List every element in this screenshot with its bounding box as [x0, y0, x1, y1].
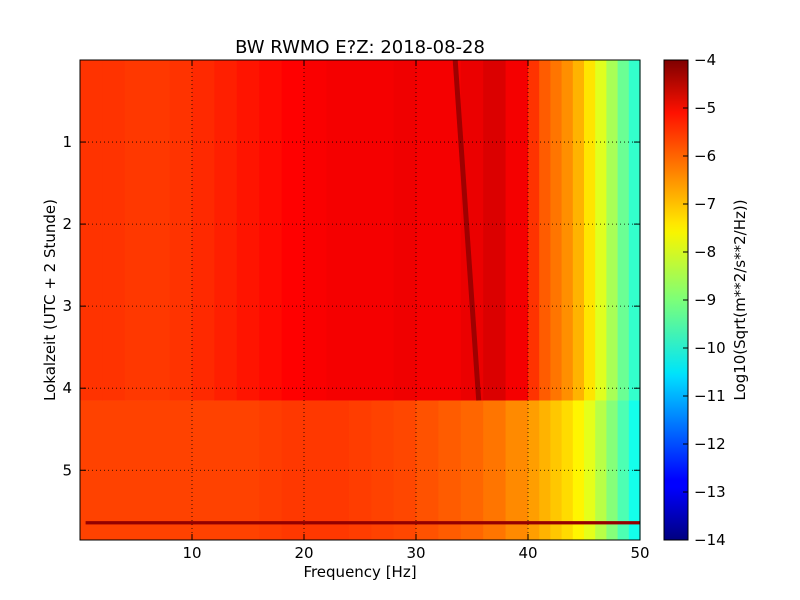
heatmap-cell	[505, 400, 529, 540]
heatmap-cell	[606, 60, 619, 401]
heatmap-cell	[214, 400, 238, 540]
heatmap-cell	[393, 60, 417, 401]
colorbar-tick-label: −12	[694, 435, 726, 453]
x-tick-label: 50	[630, 544, 649, 562]
heatmap-cell	[304, 400, 327, 540]
heatmap-cell	[550, 60, 563, 401]
heatmap-cell	[169, 400, 193, 540]
heatmap-cell	[628, 60, 641, 401]
heatmap-cell	[595, 400, 607, 540]
heatmap-cell	[572, 60, 585, 401]
heatmap-cell	[304, 60, 327, 401]
heatmap-cell	[528, 60, 540, 401]
heatmap-cell	[539, 60, 551, 401]
heatmap-cell	[539, 400, 551, 540]
heatmap-cell	[80, 60, 103, 401]
heatmap-cell	[147, 400, 171, 540]
colorbar-tick-label: −6	[694, 147, 716, 165]
heatmap-cell	[169, 60, 193, 401]
grid-lines	[80, 60, 640, 540]
heatmap-cell	[147, 60, 171, 401]
narrow-band-line	[452, 59, 482, 401]
heatmap-cell	[438, 400, 462, 540]
heatmap-cell	[572, 400, 585, 540]
colorbar-ticks: −4 −5 −6 −7 −8 −9 −10 −11 −12 −13 −14	[683, 51, 726, 549]
y-tick-label: 3	[62, 297, 72, 315]
heatmap-cell	[281, 400, 305, 540]
heatmap-cell	[371, 60, 395, 401]
plot-frame	[79, 59, 641, 541]
heatmap-cell	[617, 400, 630, 540]
heatmap-cell	[102, 400, 126, 540]
heatmap-cell	[528, 400, 540, 540]
colorbar-tick-label: −4	[694, 51, 716, 69]
heatmap-cell	[460, 60, 484, 401]
heatmap-cell	[561, 60, 574, 401]
x-axis-ticks: 10 20 30 40 50	[182, 60, 650, 562]
colorbar-tick-label: −7	[694, 195, 716, 213]
colorbar-tick-label: −10	[694, 339, 726, 357]
heatmap-cell	[617, 60, 630, 401]
heatmap-cell	[348, 60, 372, 401]
y-tick-label: 1	[62, 133, 72, 151]
heatmap-cell	[326, 60, 350, 401]
colorbar-tick-label: −14	[694, 531, 726, 549]
heatmap-cell	[438, 60, 462, 401]
heatmap-cell	[259, 60, 283, 401]
colorbar-label: Log10(Sqrt(m**2/s**2/Hz))	[731, 199, 749, 400]
heatmap-cell	[326, 400, 350, 540]
x-tick-label: 20	[294, 544, 313, 562]
heatmap-cell	[371, 400, 395, 540]
colorbar-tick-label: −9	[694, 291, 716, 309]
heatmap-cell	[259, 400, 283, 540]
y-axis-label: Lokalzeit (UTC + 2 Stunde)	[41, 199, 59, 401]
y-axis-ticks: 1 2 3 4 5	[62, 133, 640, 479]
heatmap-cell	[102, 60, 126, 401]
spectrogram-heatmap	[80, 60, 641, 540]
narrow-band-line	[85, 521, 641, 525]
heatmap-cell	[80, 400, 103, 540]
colorbar-tick-label: −8	[694, 243, 716, 261]
heatmap-cell	[483, 400, 507, 540]
x-axis-label: Frequency [Hz]	[303, 563, 416, 581]
colorbar-tick-label: −11	[694, 387, 726, 405]
heatmap-cell	[584, 400, 596, 540]
heatmap-cell	[561, 400, 574, 540]
x-tick-label: 30	[406, 544, 425, 562]
heatmap-cell	[584, 60, 596, 401]
y-tick-label: 4	[62, 379, 72, 397]
heatmap-cell	[192, 400, 215, 540]
x-tick-label: 40	[518, 544, 537, 562]
heatmap-cell	[393, 400, 417, 540]
y-tick-label: 5	[62, 461, 72, 479]
heatmap-cell	[595, 60, 607, 401]
y-tick-label: 2	[62, 215, 72, 233]
narrow-band-lines	[85, 59, 641, 525]
heatmap-cell	[214, 60, 238, 401]
x-tick-label: 10	[182, 544, 201, 562]
heatmap-cell	[416, 60, 439, 401]
chart-title: BW RWMO E?Z: 2018-08-28	[235, 37, 485, 58]
colorbar-tick-label: −5	[694, 99, 716, 117]
heatmap-cell	[281, 60, 305, 401]
heatmap-cell	[483, 60, 507, 401]
colorbar-tick-label: −13	[694, 483, 726, 501]
heatmap-cell	[124, 60, 148, 401]
heatmap-cell	[505, 60, 529, 401]
heatmap-cell	[236, 60, 260, 401]
heatmap-cell	[192, 60, 215, 401]
heatmap-cell	[416, 400, 439, 540]
